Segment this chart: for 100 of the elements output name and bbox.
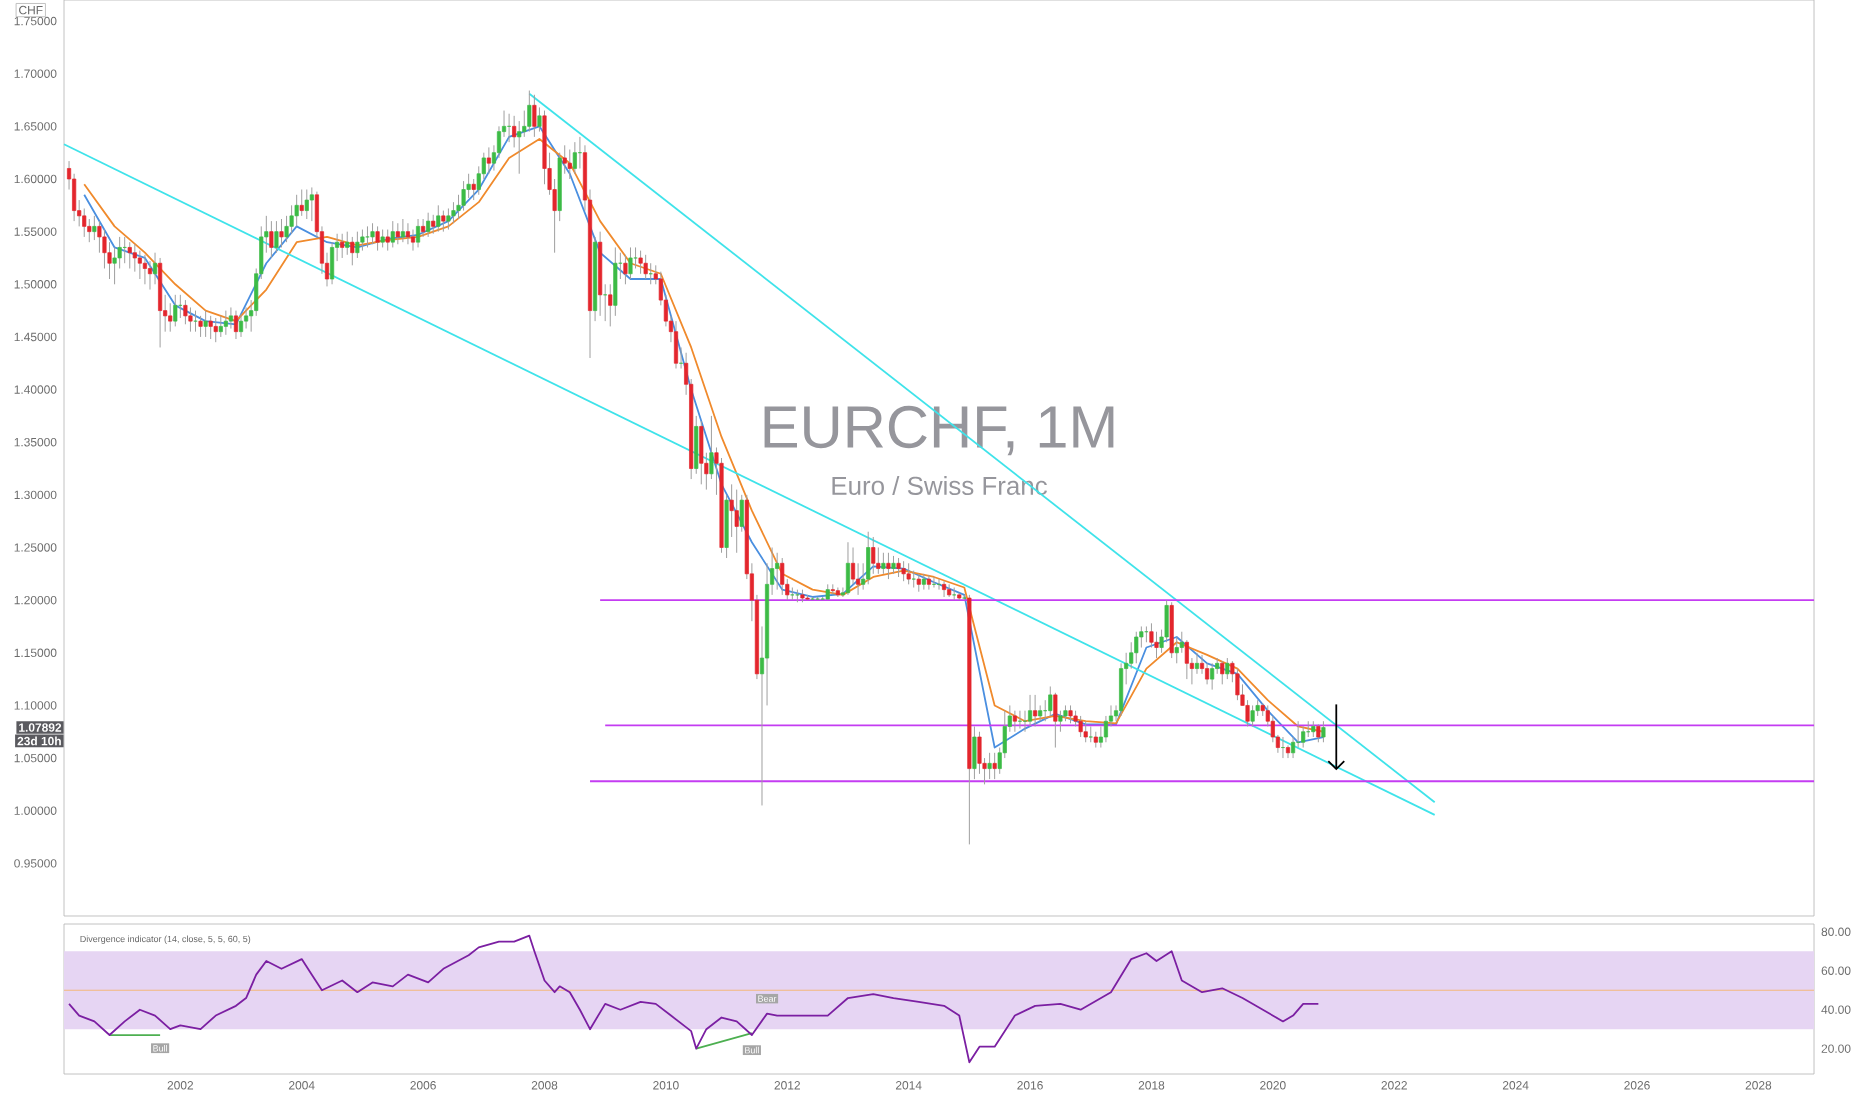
candlestick	[1245, 699, 1250, 727]
candlestick	[1028, 694, 1033, 727]
candlestick	[1169, 601, 1174, 659]
candlestick	[1048, 685, 1053, 717]
candlestick	[436, 204, 441, 233]
candlestick	[830, 583, 835, 596]
candlestick	[628, 246, 633, 280]
candlestick	[486, 146, 491, 175]
candlestick	[208, 315, 213, 340]
candlestick	[845, 541, 851, 596]
candlestick	[527, 90, 532, 133]
candlestick	[608, 283, 613, 327]
candlestick	[942, 580, 947, 598]
candlestick	[218, 315, 223, 338]
candlestick	[1012, 710, 1017, 733]
candlestick	[304, 189, 309, 220]
candlestick	[279, 218, 284, 248]
candlestick	[294, 194, 299, 227]
candlestick	[173, 294, 178, 327]
candlestick	[416, 218, 421, 248]
candlestick	[330, 241, 335, 285]
candlestick	[350, 236, 355, 266]
candlestick	[233, 310, 239, 340]
candlestick	[168, 302, 173, 333]
candlestick	[775, 552, 780, 591]
candlestick	[1285, 744, 1291, 759]
candlestick	[188, 306, 193, 333]
candlestick	[269, 220, 274, 259]
candlestick	[633, 246, 638, 269]
candlestick	[780, 557, 785, 596]
candlestick	[158, 257, 163, 348]
candlestick	[127, 241, 132, 269]
candlestick	[572, 141, 577, 175]
candlestick	[431, 214, 436, 235]
candlestick	[147, 260, 153, 291]
candlestick	[223, 310, 228, 336]
candlestick	[309, 186, 314, 222]
candlestick	[193, 310, 198, 333]
candlestick	[673, 320, 679, 370]
candlestick	[1174, 636, 1179, 664]
candlestick	[345, 231, 350, 256]
candlestick	[405, 222, 410, 245]
candlestick	[886, 552, 891, 580]
candlestick	[1225, 657, 1230, 680]
candlestick	[1210, 662, 1215, 691]
candlestick	[1058, 710, 1063, 733]
candlestick	[699, 420, 704, 485]
candlestick	[1078, 715, 1083, 738]
candlestick	[1205, 662, 1210, 685]
candlestick	[896, 557, 901, 578]
candlestick	[390, 220, 395, 248]
candlestick	[1033, 694, 1038, 727]
candlestick	[446, 207, 451, 231]
candlestick	[375, 225, 380, 252]
candlestick	[92, 215, 97, 241]
candlestick	[365, 225, 370, 248]
candlestick	[213, 317, 218, 343]
candlestick	[623, 254, 628, 285]
candlestick	[137, 250, 142, 280]
candlestick	[734, 489, 739, 554]
candlestick	[1154, 631, 1159, 659]
candlestick	[471, 178, 476, 201]
candlestick	[972, 725, 977, 780]
candlestick	[385, 229, 390, 252]
candlestick	[198, 315, 203, 338]
candlestick	[866, 531, 871, 585]
candlestick	[1053, 692, 1058, 749]
candlestick	[537, 106, 542, 133]
candlestick	[132, 243, 137, 273]
candlestick	[395, 222, 400, 245]
candlestick	[360, 229, 365, 252]
candlestick	[1235, 668, 1240, 701]
candlestick	[567, 149, 572, 180]
candlestick	[461, 180, 466, 212]
candlestick	[562, 144, 567, 175]
candlestick	[992, 752, 997, 780]
candlestick	[244, 306, 249, 329]
candlestick	[1321, 720, 1326, 743]
candlestick	[1220, 660, 1225, 685]
candlestick	[142, 254, 147, 285]
candlestick	[203, 310, 208, 338]
candlestick	[987, 752, 992, 780]
candlestick	[643, 254, 648, 280]
candlestick	[901, 560, 906, 582]
candlestick	[340, 233, 345, 259]
candlestick	[926, 574, 931, 591]
candlestick	[441, 210, 446, 233]
candlestick	[871, 536, 876, 575]
candlestick	[1083, 720, 1088, 743]
candlestick	[1301, 725, 1306, 749]
candlestick	[426, 212, 431, 238]
candlestick	[274, 220, 279, 254]
candlestick	[638, 250, 643, 275]
candlestick	[451, 201, 456, 224]
candlestick	[1134, 631, 1139, 664]
candlestick	[532, 94, 537, 138]
candlestick	[183, 299, 188, 325]
candlestick	[370, 222, 375, 245]
candlestick	[299, 189, 304, 217]
candlestick	[906, 562, 911, 585]
